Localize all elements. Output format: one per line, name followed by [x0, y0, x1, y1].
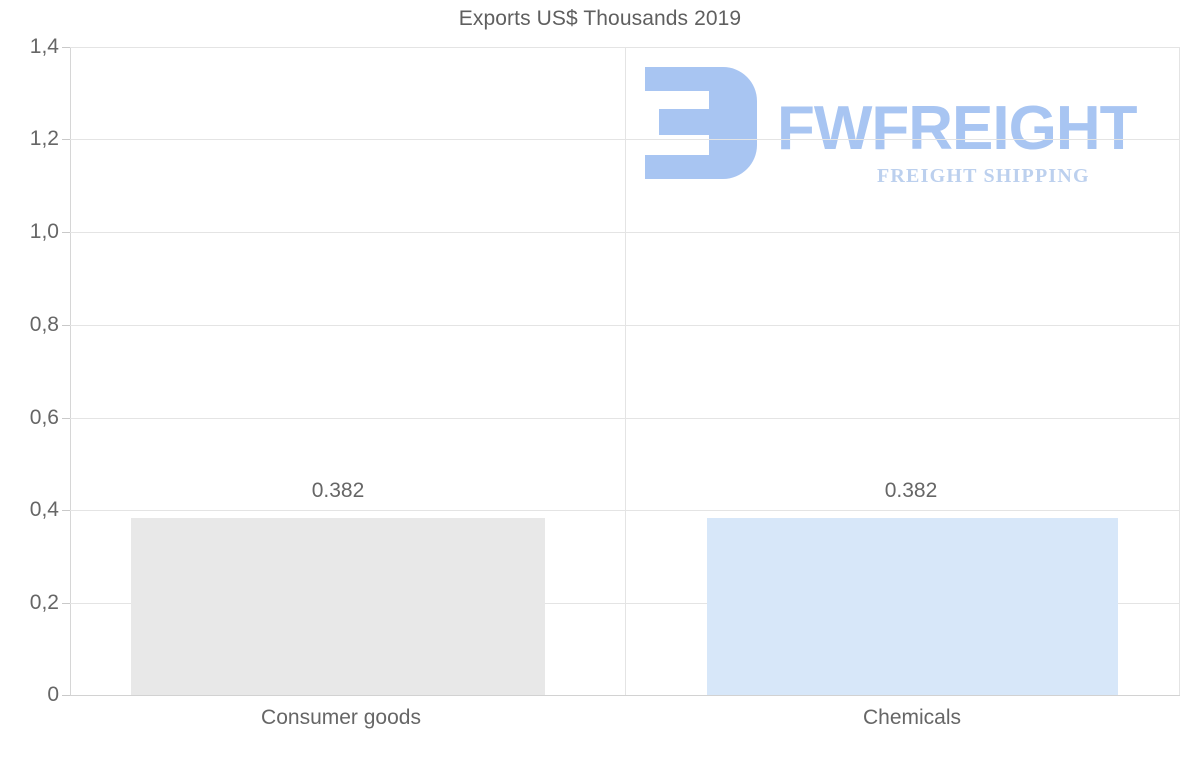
y-tick-label-1-4: 1,4	[29, 35, 59, 58]
bar-chemicals[interactable]	[707, 518, 1118, 695]
gridline-v-right-edge	[1179, 47, 1180, 695]
x-tick-label-chemicals: Chemicals	[862, 706, 962, 729]
y-tick-label-0: 0	[47, 683, 59, 706]
y-tick-label-0-2: 0,2	[29, 591, 59, 614]
y-tick-mark-0-6	[62, 418, 70, 419]
bar-consumer-goods[interactable]	[131, 518, 545, 695]
y-tick-label-0-8: 0,8	[29, 313, 59, 336]
chart-title: Exports US$ Thousands 2019	[458, 7, 742, 30]
y-axis-spine	[70, 47, 71, 696]
y-tick-mark-0-8	[62, 325, 70, 326]
y-tick-mark-0-2	[62, 603, 70, 604]
y-tick-label-1-2: 1,2	[29, 127, 59, 150]
bar-value-label-consumer-goods: 0.382	[311, 479, 365, 502]
y-tick-mark-1-2	[62, 139, 70, 140]
x-tick-label-consumer-goods: Consumer goods	[261, 706, 421, 729]
y-tick-mark-0	[62, 695, 70, 696]
y-tick-label-0-4: 0,4	[29, 498, 59, 521]
gridline-v-category-divider	[625, 47, 626, 695]
bar-value-label-chemicals: 0.382	[884, 479, 938, 502]
plot-area	[70, 47, 1180, 696]
y-tick-label-1-0: 1,0	[29, 220, 59, 243]
y-tick-label-0-6: 0,6	[29, 406, 59, 429]
y-tick-mark-1-4	[62, 47, 70, 48]
gridline-h-0	[70, 695, 1180, 696]
y-tick-mark-0-4	[62, 510, 70, 511]
y-tick-mark-1-0	[62, 232, 70, 233]
